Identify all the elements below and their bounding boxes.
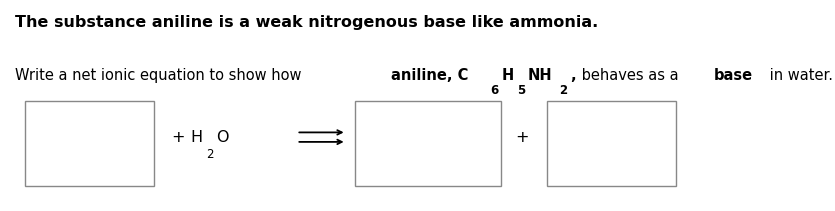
Text: base: base: [714, 68, 753, 83]
Bar: [547, 101, 676, 186]
Text: 6: 6: [490, 84, 498, 97]
Text: NH: NH: [528, 68, 552, 83]
Text: Write a net ionic equation to show how: Write a net ionic equation to show how: [15, 68, 306, 83]
Text: 2: 2: [559, 84, 568, 97]
Text: +: +: [171, 130, 185, 145]
Text: H: H: [190, 130, 203, 145]
Text: +: +: [515, 130, 529, 145]
Bar: [25, 101, 154, 186]
Text: ,: ,: [569, 68, 575, 83]
Text: behaves as a: behaves as a: [577, 68, 683, 83]
Text: H: H: [501, 68, 514, 83]
Text: aniline, C: aniline, C: [391, 68, 468, 83]
Text: 2: 2: [206, 147, 214, 161]
Text: in water.: in water.: [765, 68, 832, 83]
Bar: [355, 101, 501, 186]
Text: O: O: [215, 130, 228, 145]
Text: The substance aniline is a weak nitrogenous base like ammonia.: The substance aniline is a weak nitrogen…: [15, 15, 599, 30]
Text: 5: 5: [517, 84, 525, 97]
